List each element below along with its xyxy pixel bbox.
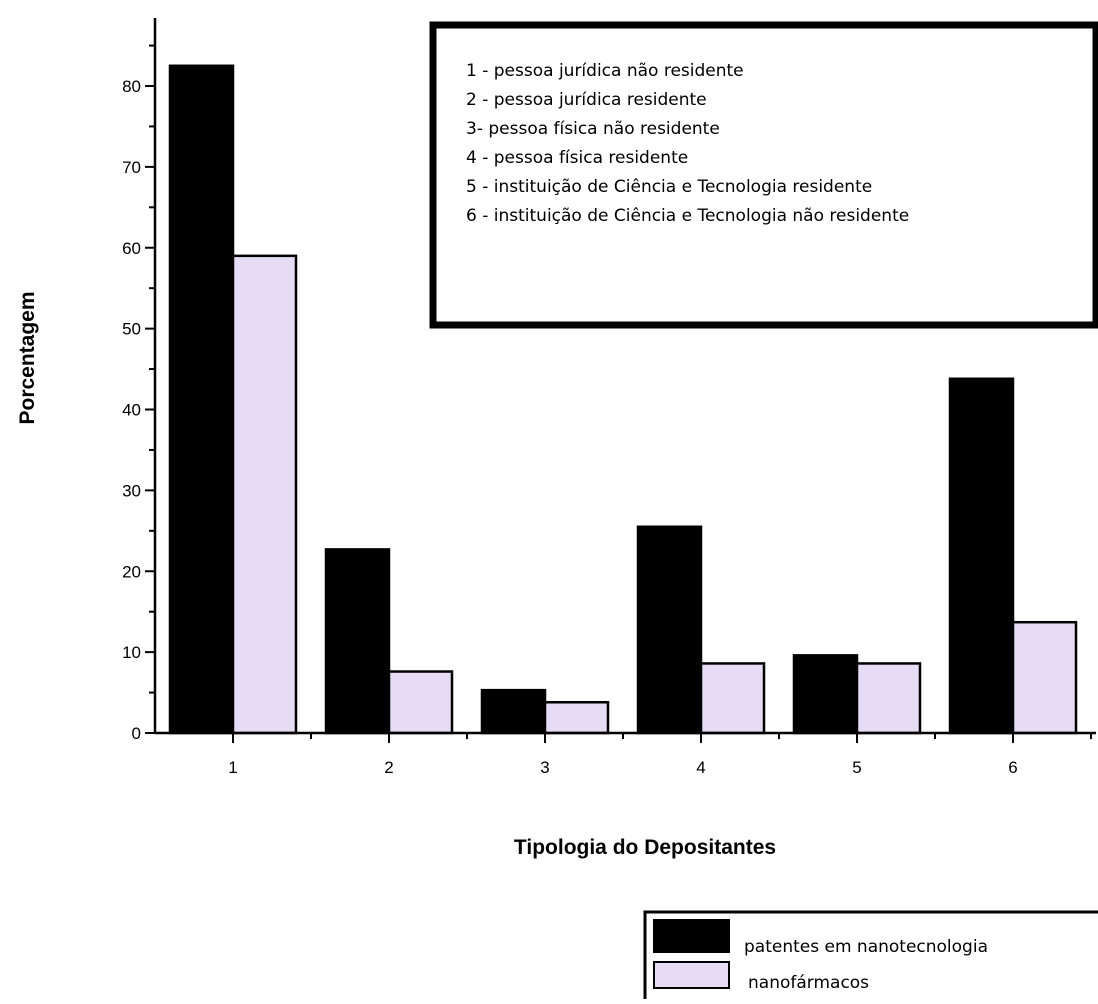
- bar-series2-cat2: [387, 670, 454, 735]
- x-axis-title: Tipologia do Depositantes: [514, 836, 776, 859]
- info-line: 1 - pessoa jurídica não residente: [466, 61, 744, 81]
- x-tick-label: 5: [852, 758, 861, 777]
- legend-label: nanofármacos: [748, 973, 869, 993]
- info-box-frame: [429, 21, 1098, 329]
- x-tick-label: 6: [1008, 758, 1017, 777]
- bar-series1-cat4: [636, 525, 703, 735]
- bars-layer: [168, 64, 1078, 735]
- x-tick-label: 2: [384, 758, 393, 777]
- bar-series1-cat5: [792, 654, 859, 735]
- info-line: 6 - instituição de Ciência e Tecnologia …: [466, 206, 909, 226]
- info-line: 3- pessoa física não residente: [466, 119, 720, 139]
- bar-series1-cat1: [168, 64, 235, 735]
- bar-series2-cat4: [699, 662, 766, 735]
- bar-series1-cat2: [324, 548, 391, 735]
- y-tick-label: 40: [122, 401, 141, 420]
- bar-series2-cat1: [231, 254, 298, 735]
- bar-series1-cat3: [480, 688, 547, 735]
- y-tick-label: 20: [122, 562, 141, 581]
- y-tick-label: 80: [122, 77, 141, 96]
- legend: patentes em nanotecnologia nanofármacos: [643, 910, 1098, 1004]
- y-tick-label: 50: [122, 320, 141, 339]
- y-tick-label: 0: [132, 724, 141, 743]
- bar-series2-cat6: [1011, 620, 1078, 735]
- info-box: 1 - pessoa jurídica não residente 2 - pe…: [429, 21, 1098, 329]
- bar-series2-cat5: [855, 662, 922, 735]
- y-tick-label: 60: [122, 239, 141, 258]
- x-tick-label: 3: [540, 758, 549, 777]
- x-tick-label: 1: [228, 758, 237, 777]
- y-ticks: 0 10 20 30 40 50 60 70 80: [122, 44, 155, 743]
- legend-swatch-nanofarmacos: [653, 961, 730, 989]
- bar-series2-cat3: [543, 701, 610, 735]
- y-tick-label: 30: [122, 481, 141, 500]
- info-line: 5 - instituição de Ciência e Tecnologia …: [466, 177, 872, 197]
- info-line: 4 - pessoa física residente: [466, 148, 688, 168]
- x-tick-label: 4: [696, 758, 705, 777]
- legend-swatch-patentes: [653, 919, 730, 953]
- y-tick-label: 10: [122, 643, 141, 662]
- info-line: 2 - pessoa jurídica residente: [466, 90, 707, 110]
- bar-series1-cat6: [948, 377, 1015, 735]
- x-ticks: 1 2 3 4 5 6: [228, 733, 1092, 777]
- y-axis-title: Porcentagem: [16, 291, 39, 424]
- legend-label: patentes em nanotecnologia: [744, 937, 988, 957]
- y-tick-label: 70: [122, 158, 141, 177]
